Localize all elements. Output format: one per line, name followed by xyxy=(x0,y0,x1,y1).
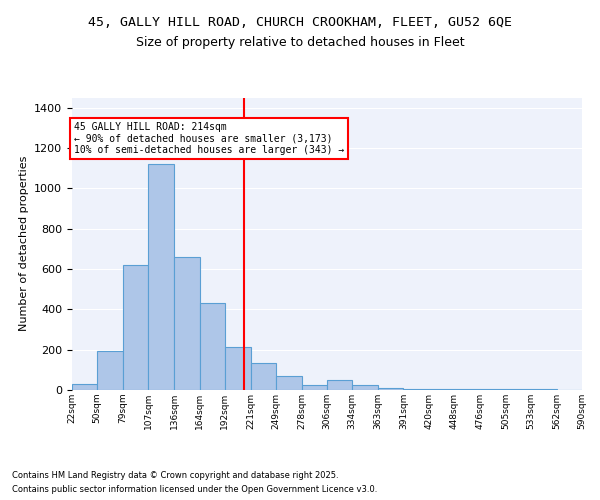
Bar xyxy=(276,376,302,390)
Bar xyxy=(72,384,97,390)
Y-axis label: Number of detached properties: Number of detached properties xyxy=(19,156,29,332)
Bar xyxy=(97,350,123,390)
Bar xyxy=(302,385,327,390)
Bar xyxy=(199,304,224,390)
Text: 45 GALLY HILL ROAD: 214sqm
← 90% of detached houses are smaller (3,173)
10% of s: 45 GALLY HILL ROAD: 214sqm ← 90% of deta… xyxy=(74,122,344,155)
Text: Contains public sector information licensed under the Open Government Licence v3: Contains public sector information licen… xyxy=(12,486,377,494)
Bar xyxy=(352,385,378,390)
Bar xyxy=(378,388,403,390)
Text: Contains HM Land Registry data © Crown copyright and database right 2025.: Contains HM Land Registry data © Crown c… xyxy=(12,472,338,480)
Text: Size of property relative to detached houses in Fleet: Size of property relative to detached ho… xyxy=(136,36,464,49)
Bar xyxy=(327,380,352,390)
Bar xyxy=(123,265,148,390)
Bar xyxy=(403,389,430,390)
Bar xyxy=(175,257,199,390)
Bar xyxy=(224,346,251,390)
Bar xyxy=(148,164,175,390)
Bar xyxy=(251,363,276,390)
Text: 45, GALLY HILL ROAD, CHURCH CROOKHAM, FLEET, GU52 6QE: 45, GALLY HILL ROAD, CHURCH CROOKHAM, FL… xyxy=(88,16,512,29)
